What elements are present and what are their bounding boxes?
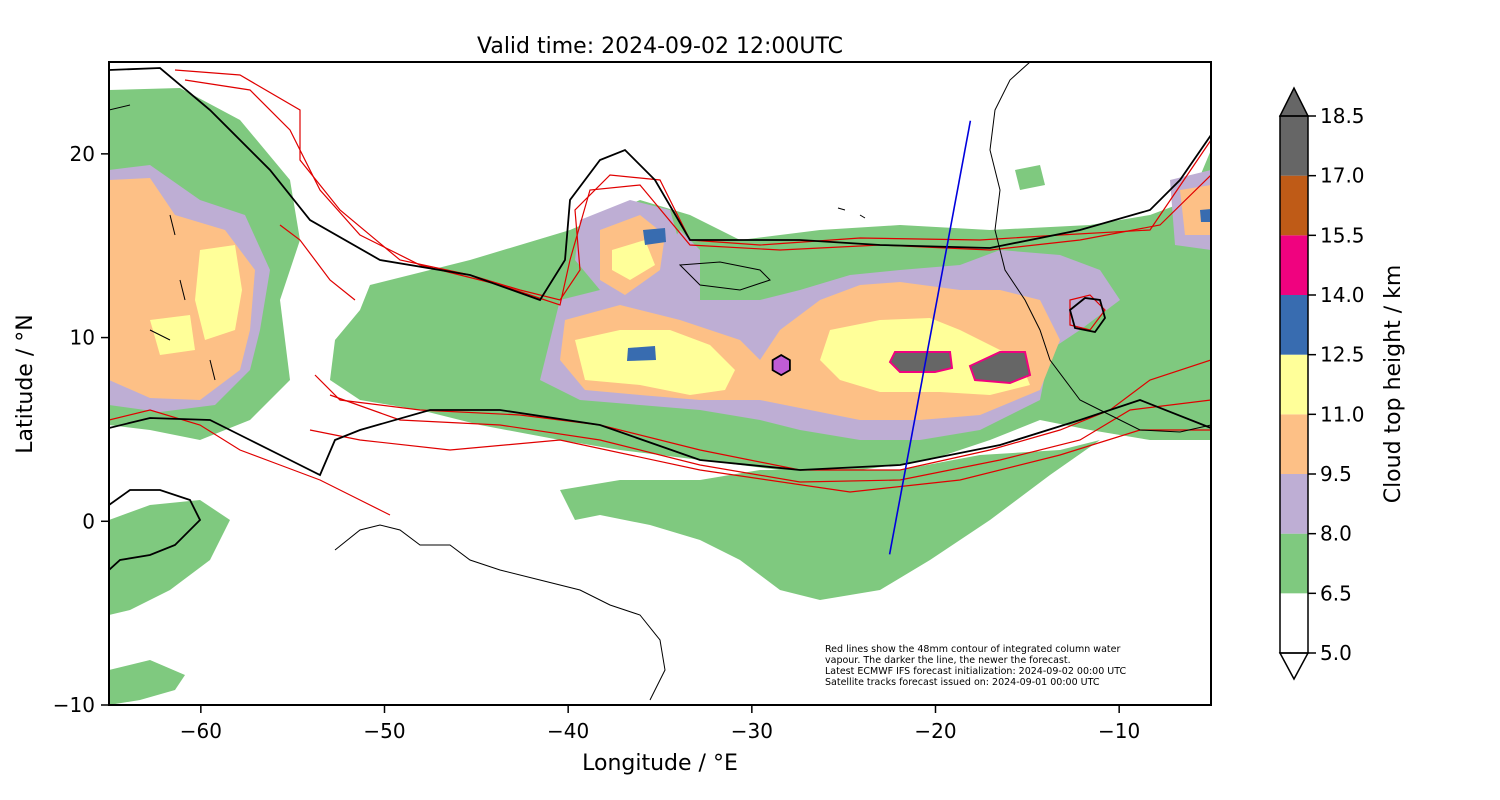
x-tick-label: −50 (363, 719, 405, 743)
wv-contour-south-3 (309, 429, 1211, 493)
colorbar-segment (1280, 593, 1308, 653)
map-annotation: Red lines show the 48mm contour of integ… (825, 644, 1126, 688)
cloud-region-yellow-north (612, 240, 655, 280)
x-tick-label: −60 (180, 719, 222, 743)
y-axis-ticks: −10 0 10 20 (53, 142, 109, 717)
colorbar-tick-label: 5.0 (1320, 641, 1352, 665)
wv-contour-south-2 (329, 394, 1211, 483)
annotation-line-2: vapour. The darker the line, the newer t… (825, 655, 1071, 666)
colorbar-segment (1280, 533, 1308, 594)
y-tick-label: 20 (70, 142, 95, 166)
colorbar-segment (1280, 354, 1308, 415)
coastline-nw-block (678, 261, 771, 291)
cloud-region-yellow-west (195, 245, 242, 340)
recent-contours (109, 67, 1211, 571)
y-tick-label: 10 (70, 326, 95, 350)
cloud-region-grey-1 (888, 351, 954, 373)
wv-contour-north-2 (184, 79, 1211, 306)
colorbar-extend-min (1278, 652, 1310, 681)
plot-title: Valid time: 2024-09-02 12:00UTC (477, 34, 843, 59)
recent-contour-north (109, 67, 1211, 302)
location-marker-hexagon (771, 354, 791, 377)
recent-contour-east (1068, 297, 1106, 333)
y-tick-label: −10 (53, 693, 95, 717)
wv-contour-nw (279, 224, 356, 301)
cloud-region-grey-2 (968, 351, 1032, 385)
colorbar-segment (1280, 175, 1308, 236)
satellite-track (888, 120, 972, 555)
y-axis-label: Latitude / °N (13, 314, 38, 453)
recent-contour-south (109, 399, 1211, 477)
y-tick-label: 0 (82, 509, 95, 533)
colorbar-label: Cloud top height / km (1381, 265, 1406, 504)
colorbar-segment (1280, 295, 1308, 355)
annotation-line-1: Red lines show the 48mm contour of integ… (825, 644, 1120, 655)
colorbar-segment (1280, 235, 1308, 295)
colorbar-segment (1280, 116, 1308, 176)
x-tick-label: −40 (547, 719, 589, 743)
coastline-west-africa (989, 62, 1211, 433)
recent-contour-sw (109, 489, 202, 571)
cloud-region-green-corner (109, 660, 185, 705)
colorbar-tick-label: 15.5 (1320, 223, 1365, 247)
map-frame (108, 61, 1212, 706)
colorbar-segment (1280, 414, 1308, 474)
annotation-line-3: Latest ECMWF IFS forecast initialization… (825, 666, 1126, 677)
coastline-caribbean (109, 104, 216, 381)
cloud-top-height-field (109, 88, 1211, 705)
cloud-region-blue-3 (1200, 209, 1211, 222)
x-tick-label: −10 (1098, 719, 1140, 743)
colorbar-segment (1280, 474, 1308, 534)
colorbar-tick-label: 12.5 (1320, 343, 1365, 367)
x-tick-label: −20 (914, 719, 956, 743)
colorbar-tick-label: 6.5 (1320, 581, 1352, 605)
annotation-line-4: Satellite tracks forecast issued on: 202… (825, 677, 1100, 688)
cloud-region-yellow-central (575, 330, 735, 395)
x-axis-label: Longitude / °E (582, 751, 738, 776)
coastline-cape-verde (837, 207, 866, 219)
colorbar-frame (1279, 115, 1309, 654)
cloud-region-yellow-west2 (150, 315, 195, 355)
coastline-south-america (334, 524, 666, 701)
x-tick-label: −30 (731, 719, 773, 743)
x-axis-ticks: −60 −50 −40 −30 −20 −10 (180, 705, 1140, 743)
colorbar-tick-label: 18.5 (1320, 104, 1365, 128)
colorbar-extend-max (1278, 86, 1310, 117)
colorbar-tick-label: 11.0 (1320, 402, 1365, 426)
coastlines (109, 62, 1211, 701)
colorbar-tick-label: 9.5 (1320, 462, 1352, 486)
cloud-region-green-southwest (109, 500, 230, 615)
cloud-region-blue-2 (643, 228, 666, 245)
colorbar-tick-label: 14.0 (1320, 283, 1365, 307)
colorbar-tick-label: 8.0 (1320, 522, 1352, 546)
wv-contour-east-blob (1069, 294, 1106, 331)
cloud-region-green-south (560, 440, 1100, 600)
colorbar: 5.0 6.5 8.0 9.5 11.0 12.5 14.0 15.5 17.0 18.5 (1278, 86, 1365, 681)
cloud-region-blue-1 (627, 346, 656, 361)
colorbar-tick-label: 17.0 (1320, 164, 1365, 188)
wv-contour-north-1 (174, 69, 1211, 301)
cloud-region-green-north (1015, 165, 1045, 190)
map-panel: Red lines show the 48mm contour of integ… (109, 62, 1211, 705)
wv-contour-west (109, 409, 391, 516)
